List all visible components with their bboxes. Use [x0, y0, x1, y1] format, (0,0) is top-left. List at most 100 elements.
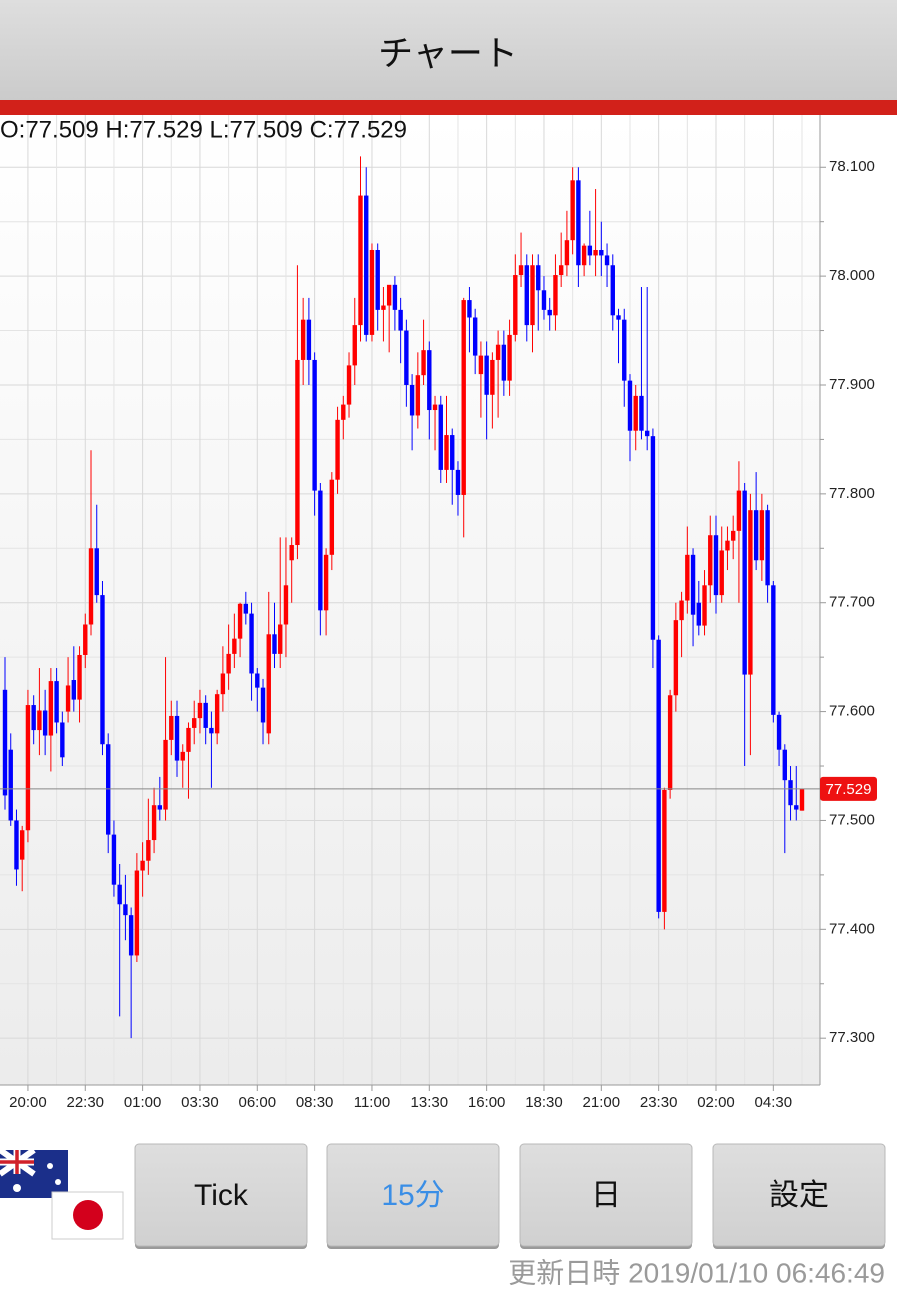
candle-body [237, 603, 243, 639]
x-tick-label: 22:30 [66, 1094, 104, 1111]
candle-body [42, 710, 48, 736]
button-label[interactable]: 設定 [769, 1179, 829, 1212]
candle-body [667, 695, 673, 790]
y-tick-label: 78.000 [829, 267, 875, 284]
x-tick-label: 21:00 [583, 1094, 621, 1111]
candle-body [180, 751, 185, 761]
candle-body [117, 884, 122, 905]
candle-body [427, 350, 432, 411]
candle-body [243, 603, 249, 614]
candle-body [553, 275, 558, 316]
candle-body [335, 419, 340, 480]
candle-body [123, 904, 128, 916]
candle-body [174, 715, 180, 761]
candle-body [656, 639, 661, 912]
button-label[interactable]: 15分 [381, 1179, 444, 1212]
button[interactable] [134, 1143, 308, 1247]
y-tick-label: 77.500 [829, 811, 875, 828]
y-tick-label: 77.800 [829, 485, 875, 502]
candle-body [679, 600, 684, 621]
candle-body [60, 722, 65, 758]
candle-body [375, 249, 380, 310]
last-price-label: 77.529 [826, 781, 872, 798]
button[interactable] [519, 1143, 693, 1247]
candle-body [128, 915, 134, 956]
candle-body [472, 317, 478, 356]
au-flag-cross [0, 1150, 34, 1174]
candle-body [541, 290, 547, 310]
au-flag-star [13, 1184, 21, 1192]
au-flag-star [47, 1163, 53, 1169]
candle-body [415, 375, 421, 416]
candle-body [708, 535, 713, 586]
jp-flag-sun [73, 1200, 103, 1230]
candle-body [318, 490, 323, 611]
candle-body [352, 325, 357, 366]
candle-body [604, 255, 610, 266]
candle-body [581, 245, 587, 266]
candle-body [341, 404, 346, 420]
candle-body [266, 634, 271, 734]
candle-body [260, 687, 266, 723]
candle-body [622, 319, 627, 381]
candle-body [518, 265, 524, 276]
candle-body [209, 727, 214, 734]
candle-body [513, 275, 518, 335]
candle-body [719, 550, 724, 596]
candle-body [214, 694, 220, 734]
candle-body [662, 789, 667, 912]
candle-body [771, 585, 776, 715]
candle-body [169, 715, 174, 740]
candle-body [536, 265, 541, 291]
candle-body [323, 554, 329, 611]
button-label[interactable]: Tick [194, 1179, 249, 1212]
candle-body [140, 860, 145, 871]
candle-body [381, 305, 386, 310]
candle-body [650, 436, 656, 640]
y-tick-label: 77.700 [829, 594, 875, 611]
candle-body [696, 602, 701, 626]
candle-body [88, 548, 94, 625]
x-tick-label: 08:30 [296, 1094, 334, 1111]
y-tick-label: 77.600 [829, 703, 875, 720]
candle-body [799, 788, 805, 811]
plot-area [0, 115, 820, 1085]
candle-body [295, 359, 300, 546]
button-label[interactable]: 日 [591, 1179, 621, 1212]
candle-body [312, 359, 317, 491]
candle-body [300, 319, 306, 360]
candle-body [100, 595, 105, 745]
candle-body [742, 490, 747, 675]
candle-body [25, 705, 31, 831]
candle-body [421, 350, 426, 376]
candle-body [467, 300, 472, 318]
candle-body [398, 309, 403, 331]
candle-body [346, 365, 352, 405]
candle-body [644, 430, 650, 437]
candle-body [71, 680, 77, 700]
candle-body [639, 395, 644, 431]
currency-flags [0, 1147, 124, 1240]
x-tick-label: 03:30 [181, 1094, 219, 1111]
button[interactable] [712, 1143, 886, 1247]
x-tick-label: 16:00 [468, 1094, 506, 1111]
x-tick-label: 23:30 [640, 1094, 678, 1111]
candle-body [725, 540, 730, 551]
candle-body [186, 727, 191, 752]
candle-body [14, 820, 19, 870]
candle-body [409, 384, 415, 416]
candle-body [484, 355, 489, 395]
candle-body [83, 624, 88, 655]
x-tick-label: 18:30 [525, 1094, 563, 1111]
candle-body [106, 744, 111, 835]
candle-body [478, 355, 484, 375]
candle-body [358, 195, 363, 326]
candle-body [627, 380, 633, 431]
button[interactable] [326, 1143, 500, 1247]
x-tick-label: 01:00 [124, 1094, 162, 1111]
candle-body [151, 805, 157, 841]
updated-time: 更新日時 2019/01/10 06:46:49 [508, 1257, 885, 1288]
x-tick-label: 13:30 [411, 1094, 449, 1111]
y-tick-label: 77.400 [829, 920, 875, 937]
candle-body [776, 714, 782, 750]
